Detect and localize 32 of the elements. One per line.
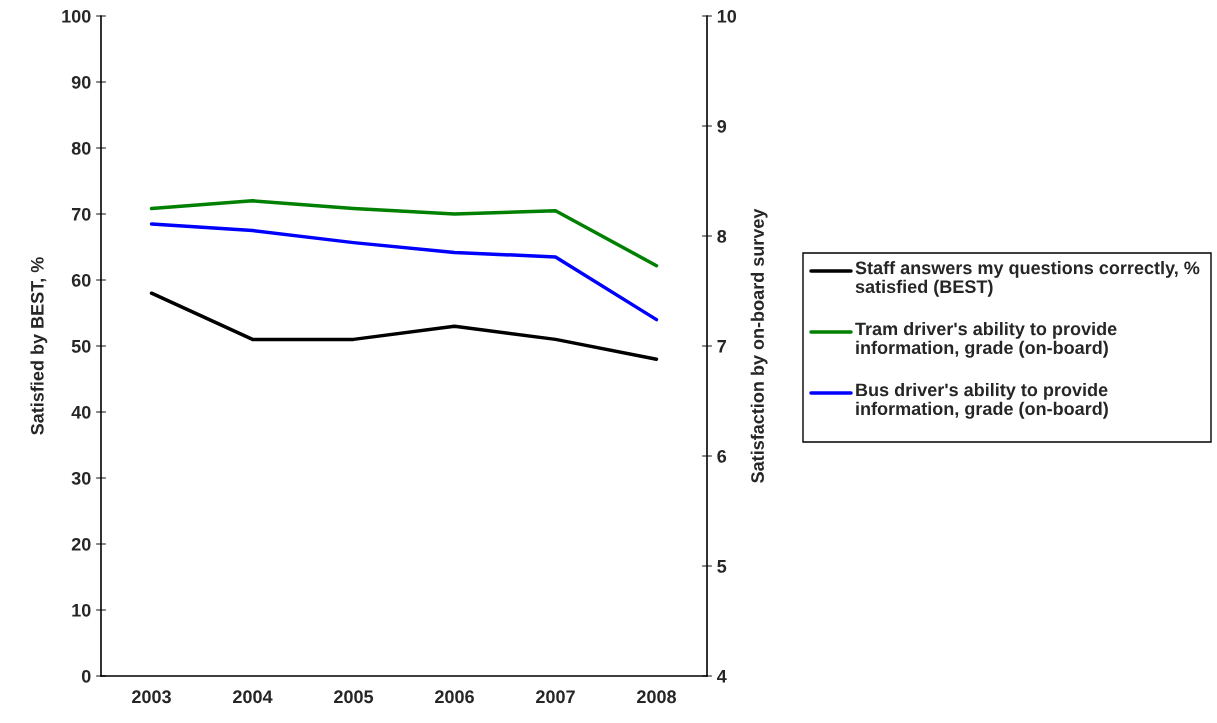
y2-axis-title: Satisfaction by on-board survey	[750, 208, 768, 483]
x-tick-label: 2004	[233, 690, 273, 704]
line-series	[149, 199, 659, 268]
line-series	[149, 291, 659, 361]
y-tick-label: 60	[71, 273, 91, 287]
legend-label: Tram driver's ability to provide information, grade (on-board)	[855, 322, 1117, 358]
y2-tick-label: 4	[717, 670, 727, 683]
y2-tick-label: 5	[717, 560, 727, 573]
y-tick-label: 50	[71, 339, 91, 353]
y-tick-label: 100	[62, 9, 91, 23]
x-tick-label: 2006	[435, 690, 474, 704]
y-axis-title: Satisfied by BEST, %	[30, 257, 48, 435]
y2-tick-label: 7	[717, 340, 726, 353]
x-tick-label: 2008	[637, 690, 677, 704]
y-tick-label: 10	[72, 603, 91, 617]
legend-label: Staff answers my questions correctly, % satisfied (BEST)	[855, 261, 1200, 297]
x-tick-label: 2003	[132, 690, 171, 704]
line-series	[149, 222, 659, 322]
y2-tick-label: 9	[717, 119, 727, 133]
y-tick-label: 40	[71, 405, 91, 419]
y-tick-label: 70	[71, 207, 91, 221]
y-tick-label: 30	[71, 471, 91, 485]
y-tick-label: 80	[71, 141, 91, 155]
y2-tick-label: 6	[717, 449, 727, 463]
x-tick-label: 2007	[536, 690, 575, 704]
y2-tick-label: 8	[717, 229, 727, 243]
y-tick-label: 90	[71, 75, 91, 89]
y-tick-label: 20	[71, 537, 91, 551]
x-tick-label: 2005	[334, 690, 374, 704]
y-tick-label: 0	[81, 669, 91, 683]
legend-label: Bus driver's ability to provide information, grade (on-board)	[856, 383, 1108, 419]
y2-tick-label: 10	[717, 9, 737, 23]
